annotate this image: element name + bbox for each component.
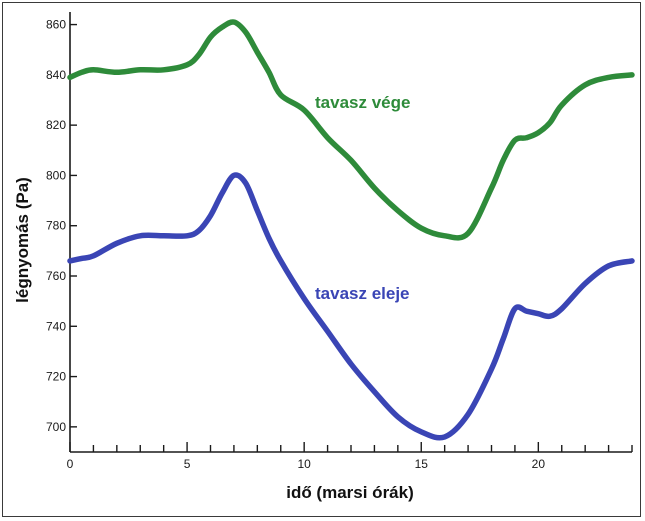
- y-tick-label: 820: [46, 118, 66, 132]
- x-ticks: 0 5 10 15 20: [67, 442, 633, 471]
- y-tick-label: 740: [46, 319, 66, 333]
- y-tick-label: 800: [46, 168, 66, 182]
- series-line-tavasz-eleje: [67, 172, 635, 441]
- y-axis-title: légnyomás (Pa): [13, 177, 32, 303]
- x-tick-label: 5: [184, 457, 191, 471]
- x-tick-label: 15: [415, 457, 429, 471]
- series-label-tavasz-vege: tavasz vége: [315, 93, 410, 112]
- y-tick-label: 760: [46, 269, 66, 283]
- y-tick-label: 720: [46, 370, 66, 384]
- y-tick-label: 860: [46, 18, 66, 32]
- y-tick-label: 840: [46, 68, 66, 82]
- series-label-tavasz-eleje: tavasz eleje: [315, 284, 410, 303]
- chart-frame: [2, 2, 641, 517]
- x-tick-label: 0: [67, 457, 74, 471]
- x-axis-title: idő (marsi órák): [286, 483, 414, 502]
- y-ticks: 700 720 740 760 780 800 820 840 860: [46, 18, 77, 434]
- series-line-tavasz-vege: [67, 19, 635, 241]
- x-tick-label: 10: [297, 457, 311, 471]
- axes: [69, 12, 632, 453]
- y-tick-label: 700: [46, 420, 66, 434]
- x-tick-label: 20: [532, 457, 546, 471]
- series-group: [67, 19, 635, 441]
- y-tick-label: 780: [46, 219, 66, 233]
